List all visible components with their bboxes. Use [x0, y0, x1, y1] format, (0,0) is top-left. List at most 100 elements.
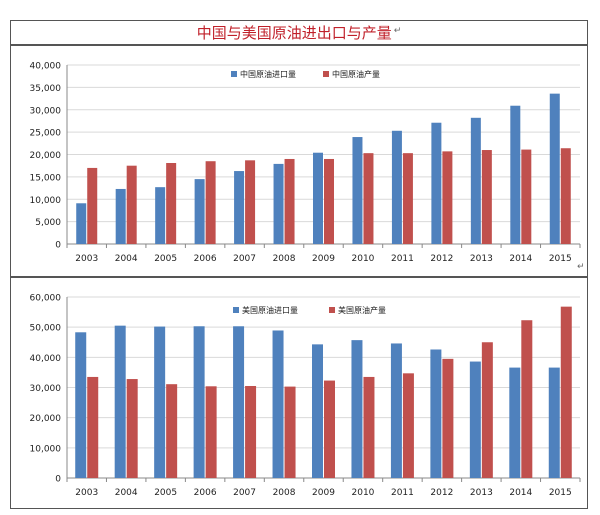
bar-import [470, 117, 481, 244]
bar-production [442, 358, 454, 478]
bar-import [391, 130, 402, 244]
y-tick-label: 40,000 [30, 62, 62, 72]
bar-import [272, 330, 284, 478]
bar-production [126, 379, 138, 478]
china-crude-chart: 0 5,000 10,000 15,000 20,000 25,000 30,000 35,0… [10, 45, 588, 277]
x-tick-label: 2009 [312, 254, 335, 264]
bar-production [284, 158, 295, 244]
bar-import [313, 152, 323, 244]
bar-import [549, 93, 560, 244]
x-tick-label: 2011 [391, 488, 414, 498]
y-tick-label: 60,000 [30, 294, 62, 304]
bar-production [481, 150, 492, 244]
x-tick-label: 2015 [549, 488, 572, 498]
bar-import [193, 326, 205, 478]
legend-swatch [233, 307, 239, 313]
bar-production [363, 376, 375, 478]
title-box: 中国与美国原油进出口与产量 ↵ [10, 20, 588, 45]
bar-production [363, 153, 374, 244]
x-tick-label: 2003 [75, 488, 98, 498]
bar-production [245, 160, 256, 244]
bar-import [548, 367, 560, 478]
x-tick-label: 2014 [509, 488, 532, 498]
bar-import [469, 361, 481, 478]
x-tick-label: 2011 [391, 254, 414, 264]
x-tick-label: 2010 [352, 254, 375, 264]
legend-swatch [329, 307, 335, 313]
y-tick-label: 20,000 [30, 151, 62, 161]
bar-production [166, 384, 178, 478]
x-tick-label: 2012 [430, 254, 453, 264]
us-crude-chart: 0 10,000 20,000 30,000 40,000 50,000 60,000 200… [10, 277, 588, 509]
legend-label: 中国原油产量 [332, 69, 380, 79]
y-tick-label: 10,000 [30, 196, 62, 206]
bar-import [390, 343, 402, 478]
y-tick-label: 5,000 [35, 218, 61, 228]
y-tick-label: 0 [55, 241, 61, 251]
bar-production [324, 158, 334, 244]
bar-import [312, 344, 323, 478]
bar-import [115, 188, 126, 244]
x-tick-label: 2008 [273, 254, 296, 264]
x-tick-label: 2007 [233, 488, 256, 498]
x-tick-label: 2015 [549, 254, 572, 264]
x-tick-label: 2005 [154, 254, 177, 264]
bar-import [351, 340, 363, 478]
bar-production [402, 153, 413, 244]
y-tick-label: 30,000 [30, 384, 62, 394]
y-tick-label: 35,000 [30, 84, 62, 94]
bar-import [194, 179, 205, 244]
x-tick-label: 2003 [75, 254, 98, 264]
bar-production [442, 151, 453, 244]
bar-import [509, 367, 521, 478]
y-tick-label: 50,000 [30, 324, 62, 334]
bar-production [324, 380, 335, 478]
bar-production [87, 167, 98, 244]
x-tick-label: 2013 [470, 254, 493, 264]
return-mark: ↵ [393, 25, 402, 36]
bar-production [560, 306, 572, 478]
y-tick-label: 10,000 [30, 444, 62, 454]
y-tick-label: 30,000 [30, 106, 62, 116]
legend-swatch [323, 71, 329, 77]
bar-production [126, 165, 137, 244]
bar-production [521, 149, 532, 244]
bar-import [114, 325, 126, 478]
y-tick-label: 0 [55, 475, 61, 485]
bar-production [245, 385, 257, 478]
bar-production [560, 148, 571, 244]
y-tick-label: 40,000 [30, 354, 62, 364]
x-tick-label: 2006 [194, 254, 217, 264]
x-tick-label: 2005 [154, 488, 177, 498]
legend-label: 美国原油产量 [338, 305, 386, 315]
y-tick-label: 20,000 [30, 414, 62, 424]
bar-production [481, 342, 493, 478]
legend-label: 美国原油进口量 [242, 305, 298, 315]
x-tick-label: 2010 [352, 488, 375, 498]
x-tick-label: 2007 [233, 254, 256, 264]
bar-production [205, 386, 217, 478]
bar-import [233, 326, 245, 478]
bar-import [430, 349, 442, 478]
bar-import [75, 332, 87, 478]
bar-production [284, 386, 296, 478]
x-tick-label: 2014 [509, 254, 532, 264]
bar-import [76, 203, 87, 244]
legend-swatch [231, 71, 237, 77]
page-title: 中国与美国原油进出口与产量 [196, 24, 392, 42]
x-tick-label: 2013 [470, 488, 493, 498]
bar-import [510, 105, 521, 244]
bar-import [155, 187, 166, 244]
bar-import [431, 122, 442, 244]
x-tick-label: 2008 [273, 488, 296, 498]
bar-production [521, 320, 533, 478]
legend-label: 中国原油进口量 [240, 69, 296, 79]
x-tick-label: 2012 [430, 488, 453, 498]
bar-import [154, 326, 166, 478]
y-tick-label: 15,000 [30, 173, 62, 183]
y-tick-label: 25,000 [30, 129, 62, 139]
bar-import [234, 171, 245, 244]
x-tick-label: 2004 [115, 488, 138, 498]
x-tick-label: 2004 [115, 254, 138, 264]
